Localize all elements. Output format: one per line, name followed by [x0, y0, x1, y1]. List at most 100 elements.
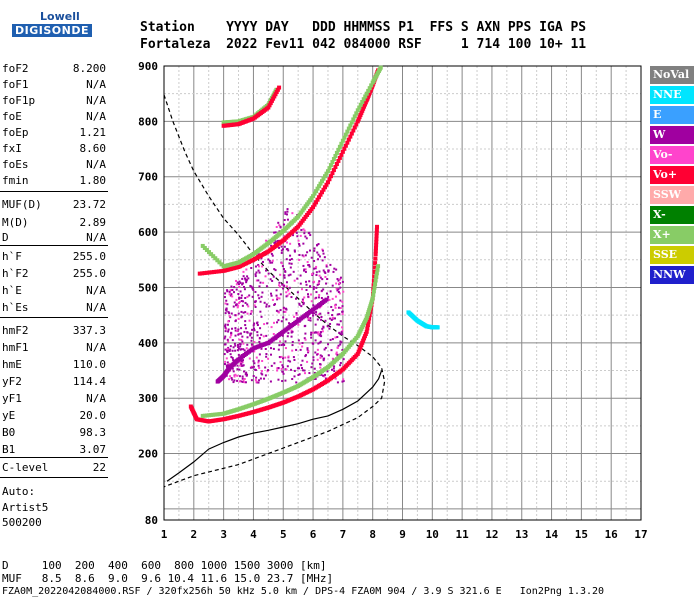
echo-point — [264, 348, 267, 351]
echo-point — [279, 340, 282, 343]
echo-point — [342, 290, 345, 293]
echo-point — [243, 370, 246, 373]
echo-point — [342, 380, 345, 383]
echo-point — [300, 364, 303, 367]
echo-point — [257, 269, 260, 272]
echo-point — [291, 340, 294, 343]
echo-point — [302, 242, 305, 245]
echo-point — [238, 342, 241, 345]
echo-point — [242, 348, 245, 351]
echo-point — [251, 328, 254, 331]
echo-point — [295, 313, 298, 316]
echo-point — [290, 296, 293, 299]
trace-point — [321, 176, 326, 181]
echo-point — [245, 279, 248, 282]
echo-point — [241, 340, 244, 343]
echo-point — [270, 353, 273, 356]
echo-point — [252, 324, 255, 327]
echo-point — [263, 301, 266, 304]
y-tick-label: 400 — [138, 337, 158, 350]
echo-point — [226, 338, 229, 341]
echo-point — [234, 329, 237, 332]
legend-item: SSW — [650, 186, 694, 204]
echo-point — [279, 361, 282, 364]
echo-point — [230, 334, 233, 337]
echo-point — [242, 275, 245, 278]
echo-point — [315, 265, 318, 268]
echo-point — [228, 312, 231, 315]
echo-point — [307, 317, 310, 320]
echo-point — [284, 340, 287, 343]
echo-point — [303, 269, 306, 272]
echo-point — [229, 375, 232, 378]
echo-point — [338, 331, 341, 334]
echo-point — [320, 289, 323, 292]
echo-point — [258, 353, 261, 356]
echo-point — [276, 369, 279, 372]
echo-point — [244, 381, 247, 384]
echo-point — [231, 288, 234, 291]
echo-point — [238, 280, 241, 283]
echo-point — [322, 374, 325, 377]
echo-point — [252, 365, 255, 368]
echo-point — [326, 325, 329, 328]
x-tick-label: 16 — [605, 528, 619, 541]
echo-point — [333, 365, 336, 368]
trace-point — [346, 137, 351, 142]
x-tick-label: 6 — [310, 528, 317, 541]
param-label: h`F2 — [2, 267, 29, 280]
echo-point — [306, 348, 309, 351]
echo-point — [335, 352, 338, 355]
echo-point — [314, 377, 317, 380]
echo-point — [335, 351, 338, 354]
echo-point — [266, 322, 269, 325]
echo-point — [276, 296, 279, 299]
echo-point — [338, 313, 341, 316]
trace-point — [366, 88, 371, 93]
param-label: MUF(D) — [2, 198, 42, 211]
echo-point — [320, 315, 323, 318]
trace-point — [359, 110, 364, 115]
param-value: 22 — [92, 461, 106, 474]
echo-point — [259, 310, 262, 313]
echo-point — [227, 320, 230, 323]
echo-point — [313, 267, 316, 270]
trace-point — [369, 83, 374, 88]
echo-point — [292, 270, 295, 273]
echo-point — [231, 295, 234, 298]
echo-point — [336, 313, 339, 316]
trace-point — [370, 296, 375, 301]
echo-point — [279, 285, 282, 288]
echo-point — [329, 290, 332, 293]
echo-point — [230, 356, 233, 359]
trace-point — [372, 269, 377, 274]
echo-point — [288, 286, 291, 289]
echo-point — [252, 375, 255, 378]
echo-point — [277, 311, 280, 314]
echo-point — [285, 368, 288, 371]
echo-point — [255, 380, 258, 383]
echo-point — [293, 250, 296, 253]
footer-info: FZA0M_2022042084000.RSF / 320fx256h 50 k… — [2, 586, 605, 597]
param-label: yF2 — [2, 375, 22, 388]
trace-point — [340, 149, 345, 154]
echo-point — [244, 277, 247, 280]
echo-point — [339, 278, 342, 281]
echo-point — [323, 357, 326, 360]
trace-point — [277, 85, 282, 90]
echo-point — [304, 235, 307, 238]
param-label: yE — [2, 409, 16, 422]
echo-point — [252, 360, 255, 363]
echo-point — [295, 297, 298, 300]
echo-point — [282, 223, 285, 226]
trace-point — [363, 94, 368, 99]
echo-point — [320, 318, 323, 321]
echo-point — [316, 358, 319, 361]
echo-point — [286, 218, 289, 221]
echo-point — [341, 300, 344, 303]
echo-point — [253, 304, 256, 307]
echo-point — [227, 311, 230, 314]
echo-point — [240, 310, 243, 313]
x-tick-label: 7 — [340, 528, 347, 541]
echo-point — [288, 322, 291, 325]
